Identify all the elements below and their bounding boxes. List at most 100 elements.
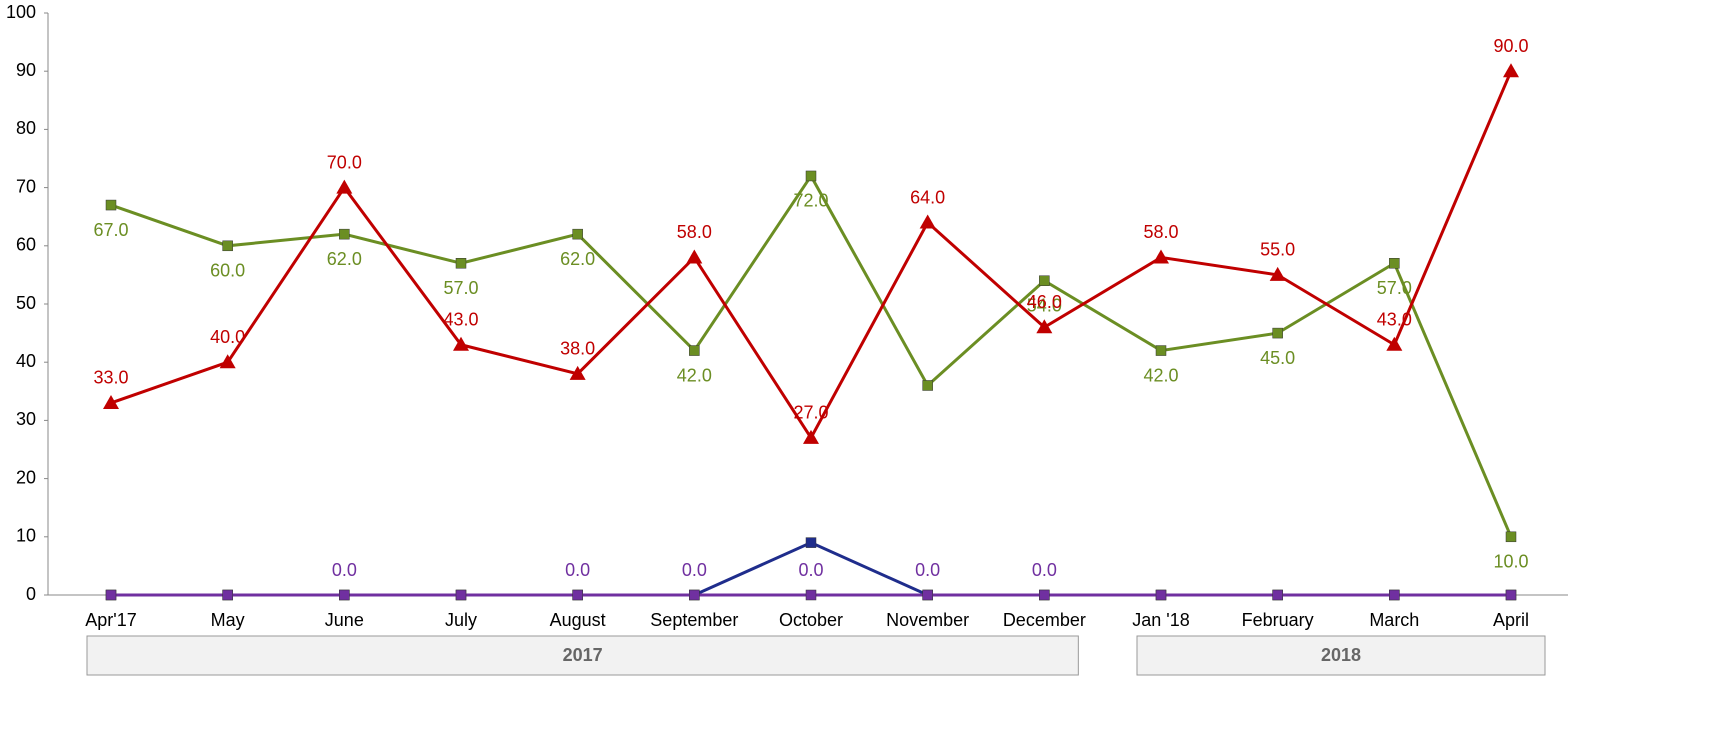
marker bbox=[805, 170, 817, 182]
data-label: 0.0 bbox=[1032, 560, 1057, 580]
x-tick-label: Jan '18 bbox=[1132, 610, 1189, 630]
x-tick-label: October bbox=[779, 610, 843, 630]
y-tick-label: 60 bbox=[16, 235, 36, 255]
data-label: 0.0 bbox=[915, 560, 940, 580]
marker bbox=[919, 214, 936, 229]
x-tick-label: September bbox=[650, 610, 738, 630]
marker bbox=[1505, 531, 1517, 543]
marker bbox=[1389, 258, 1400, 269]
marker bbox=[689, 345, 700, 356]
x-tick-label: Apr'17 bbox=[85, 610, 136, 630]
data-label: 57.0 bbox=[443, 278, 478, 298]
data-label: 43.0 bbox=[443, 309, 478, 329]
y-tick-label: 20 bbox=[16, 467, 36, 487]
marker bbox=[219, 354, 236, 369]
data-label: 67.0 bbox=[93, 220, 128, 240]
marker bbox=[336, 179, 353, 194]
marker bbox=[1155, 589, 1167, 601]
data-label: 57.0 bbox=[1377, 278, 1412, 298]
marker bbox=[339, 228, 350, 240]
data-label: 58.0 bbox=[677, 222, 712, 242]
y-tick-label: 0 bbox=[26, 584, 36, 604]
marker bbox=[1386, 336, 1403, 351]
data-label: 54.0 bbox=[1027, 295, 1062, 315]
y-tick-label: 40 bbox=[16, 351, 36, 371]
data-label: 0.0 bbox=[682, 560, 707, 580]
x-tick-label: May bbox=[211, 610, 245, 630]
marker bbox=[453, 336, 469, 351]
marker bbox=[1039, 275, 1050, 286]
marker bbox=[1503, 63, 1519, 78]
y-tick-label: 100 bbox=[6, 2, 36, 22]
x-tick-label: July bbox=[445, 610, 477, 630]
marker bbox=[1505, 589, 1517, 601]
x-tick-label: December bbox=[1003, 610, 1086, 630]
marker bbox=[689, 589, 700, 601]
marker bbox=[1039, 589, 1050, 601]
data-label: 46.0 bbox=[1027, 292, 1062, 312]
marker bbox=[1036, 319, 1053, 334]
data-label: 38.0 bbox=[560, 339, 595, 359]
data-label: 90.0 bbox=[1493, 36, 1528, 56]
x-tick-label: March bbox=[1369, 610, 1419, 630]
marker bbox=[803, 429, 819, 444]
data-label: 42.0 bbox=[677, 365, 712, 385]
y-tick-label: 50 bbox=[16, 293, 36, 313]
y-tick-label: 30 bbox=[16, 409, 36, 429]
data-label: 58.0 bbox=[1143, 222, 1178, 242]
data-label: 0.0 bbox=[798, 560, 823, 580]
data-label: 62.0 bbox=[327, 249, 362, 269]
marker bbox=[1153, 249, 1169, 264]
x-tick-label: November bbox=[886, 610, 969, 630]
y-tick-label: 70 bbox=[16, 176, 36, 196]
marker bbox=[103, 394, 119, 409]
data-label: 0.0 bbox=[332, 560, 357, 580]
y-tick-label: 80 bbox=[16, 118, 36, 138]
data-label: 70.0 bbox=[327, 152, 362, 172]
group-box bbox=[86, 635, 1079, 676]
marker bbox=[922, 380, 933, 391]
marker bbox=[1272, 327, 1283, 339]
group-label: 2017 bbox=[563, 645, 603, 665]
x-tick-label: August bbox=[550, 610, 606, 630]
x-tick-label: April bbox=[1493, 610, 1529, 630]
data-label: 45.0 bbox=[1260, 348, 1295, 368]
marker bbox=[572, 589, 583, 601]
marker bbox=[922, 589, 933, 601]
marker bbox=[569, 365, 586, 380]
data-label: 60.0 bbox=[210, 261, 245, 281]
data-label: 42.0 bbox=[1143, 365, 1178, 385]
marker bbox=[1269, 266, 1286, 281]
data-label: 10.0 bbox=[1493, 552, 1528, 572]
marker bbox=[805, 537, 817, 548]
marker bbox=[105, 589, 117, 601]
x-tick-label: February bbox=[1242, 610, 1314, 630]
data-label: 33.0 bbox=[93, 368, 128, 388]
y-tick-label: 10 bbox=[16, 526, 36, 546]
data-label: 55.0 bbox=[1260, 240, 1295, 260]
data-label: 27.0 bbox=[793, 403, 828, 423]
marker bbox=[572, 228, 583, 240]
marker bbox=[339, 589, 350, 601]
marker bbox=[105, 199, 117, 211]
data-label: 64.0 bbox=[910, 187, 945, 207]
marker bbox=[1155, 345, 1167, 356]
group-box bbox=[1136, 635, 1546, 676]
marker bbox=[686, 249, 703, 264]
data-label: 43.0 bbox=[1377, 309, 1412, 329]
marker bbox=[222, 589, 233, 601]
group-label: 2018 bbox=[1321, 645, 1361, 665]
x-tick-label: June bbox=[325, 610, 364, 630]
data-label: 40.0 bbox=[210, 327, 245, 347]
data-label: 72.0 bbox=[793, 191, 828, 211]
y-tick-label: 90 bbox=[16, 60, 36, 80]
data-label: 0.0 bbox=[565, 560, 590, 580]
marker bbox=[805, 589, 817, 601]
data-label: 62.0 bbox=[560, 249, 595, 269]
marker bbox=[1272, 589, 1283, 601]
marker bbox=[1389, 589, 1400, 601]
series-line bbox=[110, 173, 1513, 538]
marker bbox=[455, 258, 467, 269]
marker bbox=[222, 240, 233, 252]
